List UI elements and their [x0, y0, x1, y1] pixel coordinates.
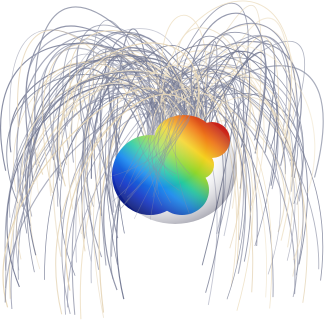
field-render: [0, 0, 332, 327]
